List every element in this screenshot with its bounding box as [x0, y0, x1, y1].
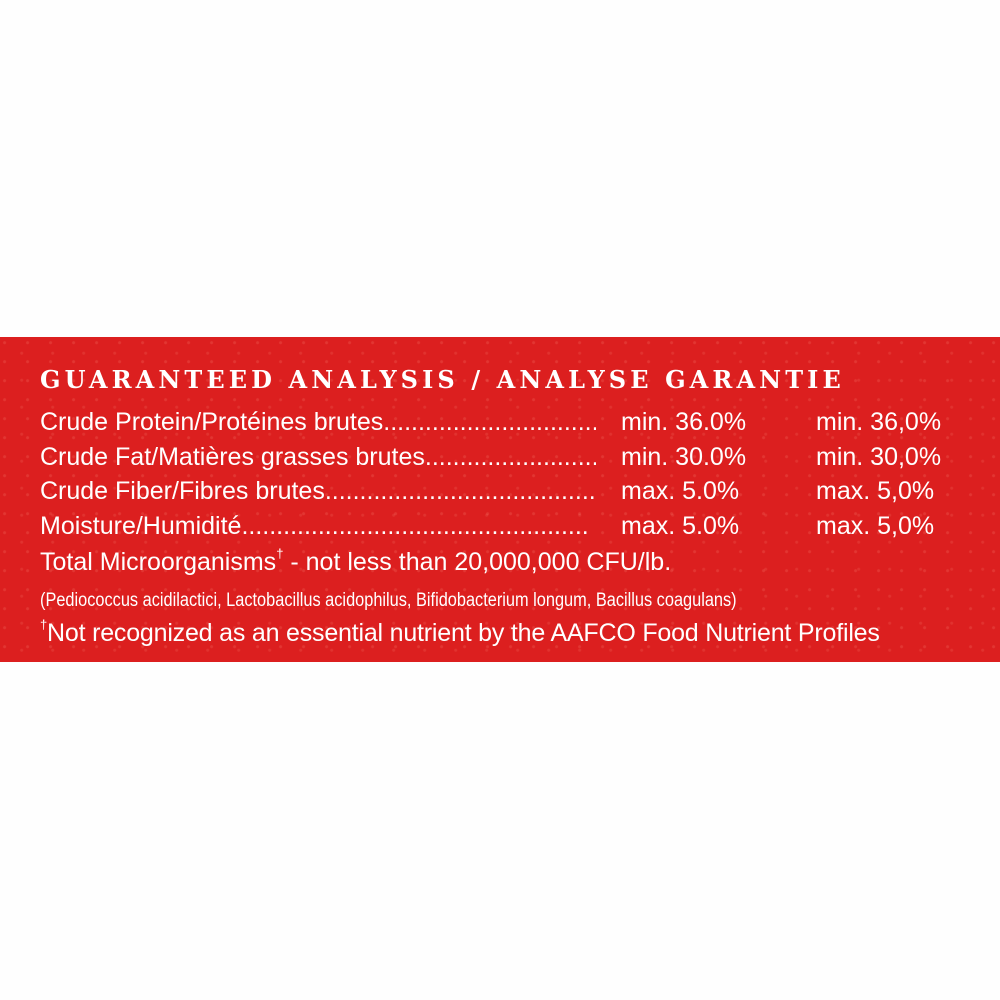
microorganisms-line: Total Microorganisms† - not less than 20…: [40, 546, 672, 576]
value-fr: min. 30,0%: [816, 443, 942, 471]
analysis-row-moisture: Moisture/Humidité.......................…: [40, 512, 960, 546]
leader-dots: ........................................…: [241, 512, 588, 540]
analysis-row-protein: Crude Protein/Protéines brutes..........…: [40, 408, 960, 442]
value-fr: max. 5,0%: [816, 477, 935, 505]
leader-dots: ........................................…: [383, 408, 596, 436]
value-fr: max. 5,0%: [816, 512, 935, 540]
value-fr: min. 36,0%: [816, 408, 942, 436]
species-list: (Pediococcus acidilactici, Lactobacillus…: [40, 590, 737, 611]
value-en: min. 36.0%: [621, 408, 747, 436]
value-en: max. 5.0%: [621, 477, 740, 505]
analysis-row-fiber: Crude Fiber/Fibres brutes...............…: [40, 477, 960, 511]
value-en: max. 5.0%: [621, 512, 740, 540]
row-label: Crude Fiber/Fibres brutes: [40, 477, 325, 505]
panel-title: GUARANTEED ANALYSIS / ANALYSE GARANTIE: [40, 365, 845, 394]
value-en: min. 30.0%: [621, 443, 747, 471]
row-label: Crude Fat/Matières grasses brutes: [40, 443, 425, 471]
dagger-mark: †: [40, 617, 48, 632]
row-label: Crude Protein/Protéines brutes: [40, 408, 384, 436]
row-label: Moisture/Humidité: [40, 512, 242, 540]
dagger-mark: †: [276, 546, 284, 561]
analysis-row-fat: Crude Fat/Matières grasses brutes.......…: [40, 443, 960, 477]
leader-dots: ........................................…: [424, 443, 596, 471]
footnote: †Not recognized as an essential nutrient…: [40, 617, 880, 647]
leader-dots: ........................................…: [324, 477, 596, 505]
guaranteed-analysis-panel: [0, 337, 1000, 662]
